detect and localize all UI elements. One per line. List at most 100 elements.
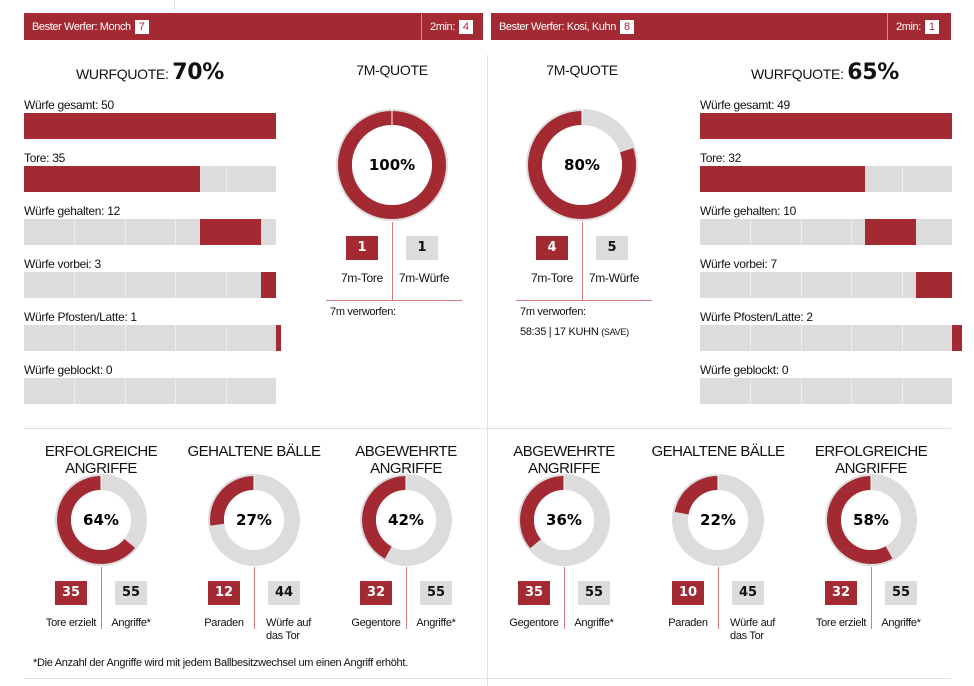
stat-bar [24,272,276,298]
bar-fill [700,166,865,192]
bar-gridline [750,325,752,351]
bar-gridline [124,219,126,245]
stat-donut: 58% [825,474,917,566]
two-min-label: 2min: [896,21,921,33]
donut-hole [352,125,432,205]
best-scorer-label: Bester Werfer: Monch [32,21,131,33]
stat-value-a: 12 [208,581,240,605]
stat-label-b: Würfe auf das Tor [730,617,775,642]
away-header-bar: Bester Werfer: Kosi, Kuhn 8 2min: 1 [491,13,951,40]
seven-m-missed-label: 7m verworfen: [330,306,396,318]
donut-hole [841,490,901,550]
seven-m-shots: 1 [406,236,438,260]
seven-m-missed-entry: 58:35 | 17 KUHN [520,326,599,338]
bar-gridline [124,325,126,351]
bar-gridline [851,219,853,245]
stat-bar [24,166,276,192]
divider [871,567,872,629]
donut-hole [376,490,436,550]
chart-title: ERFOLGREICHE ANGRIFFE [814,443,928,477]
seven-m-title: 7M-QUOTE [546,62,618,78]
bar-label: Würfe geblockt: 0 [24,363,113,377]
stat-value-b: 45 [732,581,764,605]
donut-percent: 64% [83,511,119,529]
chart-title: ERFOLGREICHE ANGRIFFE [44,443,158,477]
best-scorer-goals: 8 [619,20,634,34]
divider [254,567,255,629]
stat-donut: 64% [55,474,147,566]
stat-value-a: 35 [518,581,550,605]
chart-title: GEHALTENE BÄLLE [187,443,321,460]
stat-bar [24,113,276,139]
divider [101,567,102,629]
bar-label: Würfe gehalten: 12 [24,204,120,218]
wurfquote-label: WURFQUOTE: [75,66,169,82]
seven-m-title: 7M-QUOTE [356,62,428,78]
divider [516,300,652,301]
donut-percent: 80% [564,156,600,174]
donut-percent: 58% [853,511,889,529]
bar-fill [700,113,952,139]
bar-gridline [901,272,903,298]
bar-gridline [901,325,903,351]
bar-fill [24,113,276,139]
stat-donut: 36% [518,474,610,566]
seven-m-goals-label: 7m-Tore [531,271,573,285]
wurfquote-label: WURFQUOTE: [750,66,844,82]
stat-donut: 22% [672,474,764,566]
best-scorer-goals: 7 [134,20,149,34]
divider [392,222,393,300]
bar-gridline [750,378,752,404]
stat-value-b: 55 [578,581,610,605]
donut-percent: 22% [700,511,736,529]
seven-m-shots-label: 7m-Würfe [398,271,450,285]
bar-gridline [74,378,76,404]
bar-gridline [800,378,802,404]
bar-gridline [175,272,177,298]
bar-gridline [175,325,177,351]
stat-bar [24,219,276,245]
stat-bar [24,378,276,404]
home-header-bar: Bester Werfer: Monch 7 2min: 4 [24,13,483,40]
bar-gridline [851,378,853,404]
stat-bar [700,378,952,404]
donut-percent: 42% [388,511,424,529]
divider [582,222,583,300]
bar-label: Würfe vorbei: 7 [700,257,777,271]
seven-m-missed-note: (SAVE) [601,327,629,337]
bar-gridline [124,378,126,404]
away-wurfquote: WURFQUOTE: 65% [715,60,935,85]
stat-donut: 42% [360,474,452,566]
bar-gridline [800,272,802,298]
bar-fill [200,219,261,245]
seven-m-donut: 100% [336,109,448,221]
bar-label: Würfe gesamt: 49 [700,98,790,112]
stat-donut: 27% [208,474,300,566]
donut-percent: 36% [546,511,582,529]
seven-m-goals: 4 [536,236,568,260]
seven-m-goals-label: 7m-Tore [341,271,383,285]
stat-label-a: Tore erzielt [45,617,97,629]
seven-m-donut: 80% [526,109,638,221]
bar-label: Würfe Pfosten/Latte: 2 [700,310,813,324]
stat-value-a: 32 [825,581,857,605]
stat-bar [24,325,282,351]
bar-label: Würfe geblockt: 0 [700,363,789,377]
chart-title: ABGEWEHRTE ANGRIFFE [355,443,457,477]
donut-hole [224,490,284,550]
divider [718,567,719,629]
footnote: *Die Anzahl der Angriffe wird mit jedem … [33,657,408,669]
two-min-count: 1 [924,20,939,34]
bar-fill [260,272,276,298]
two-min-label: 2min: [430,21,455,33]
seven-m-goals: 1 [346,236,378,260]
seven-m-missed-label: 7m verworfen: [520,306,586,318]
stat-value-b: 55 [420,581,452,605]
donut-percent: 27% [236,511,272,529]
bar-label: Tore: 35 [24,151,65,165]
bar-fill [276,325,282,351]
stat-bar [700,113,952,139]
bar-gridline [74,272,76,298]
bar-fill [864,219,916,245]
donut-percent: 100% [369,156,415,174]
